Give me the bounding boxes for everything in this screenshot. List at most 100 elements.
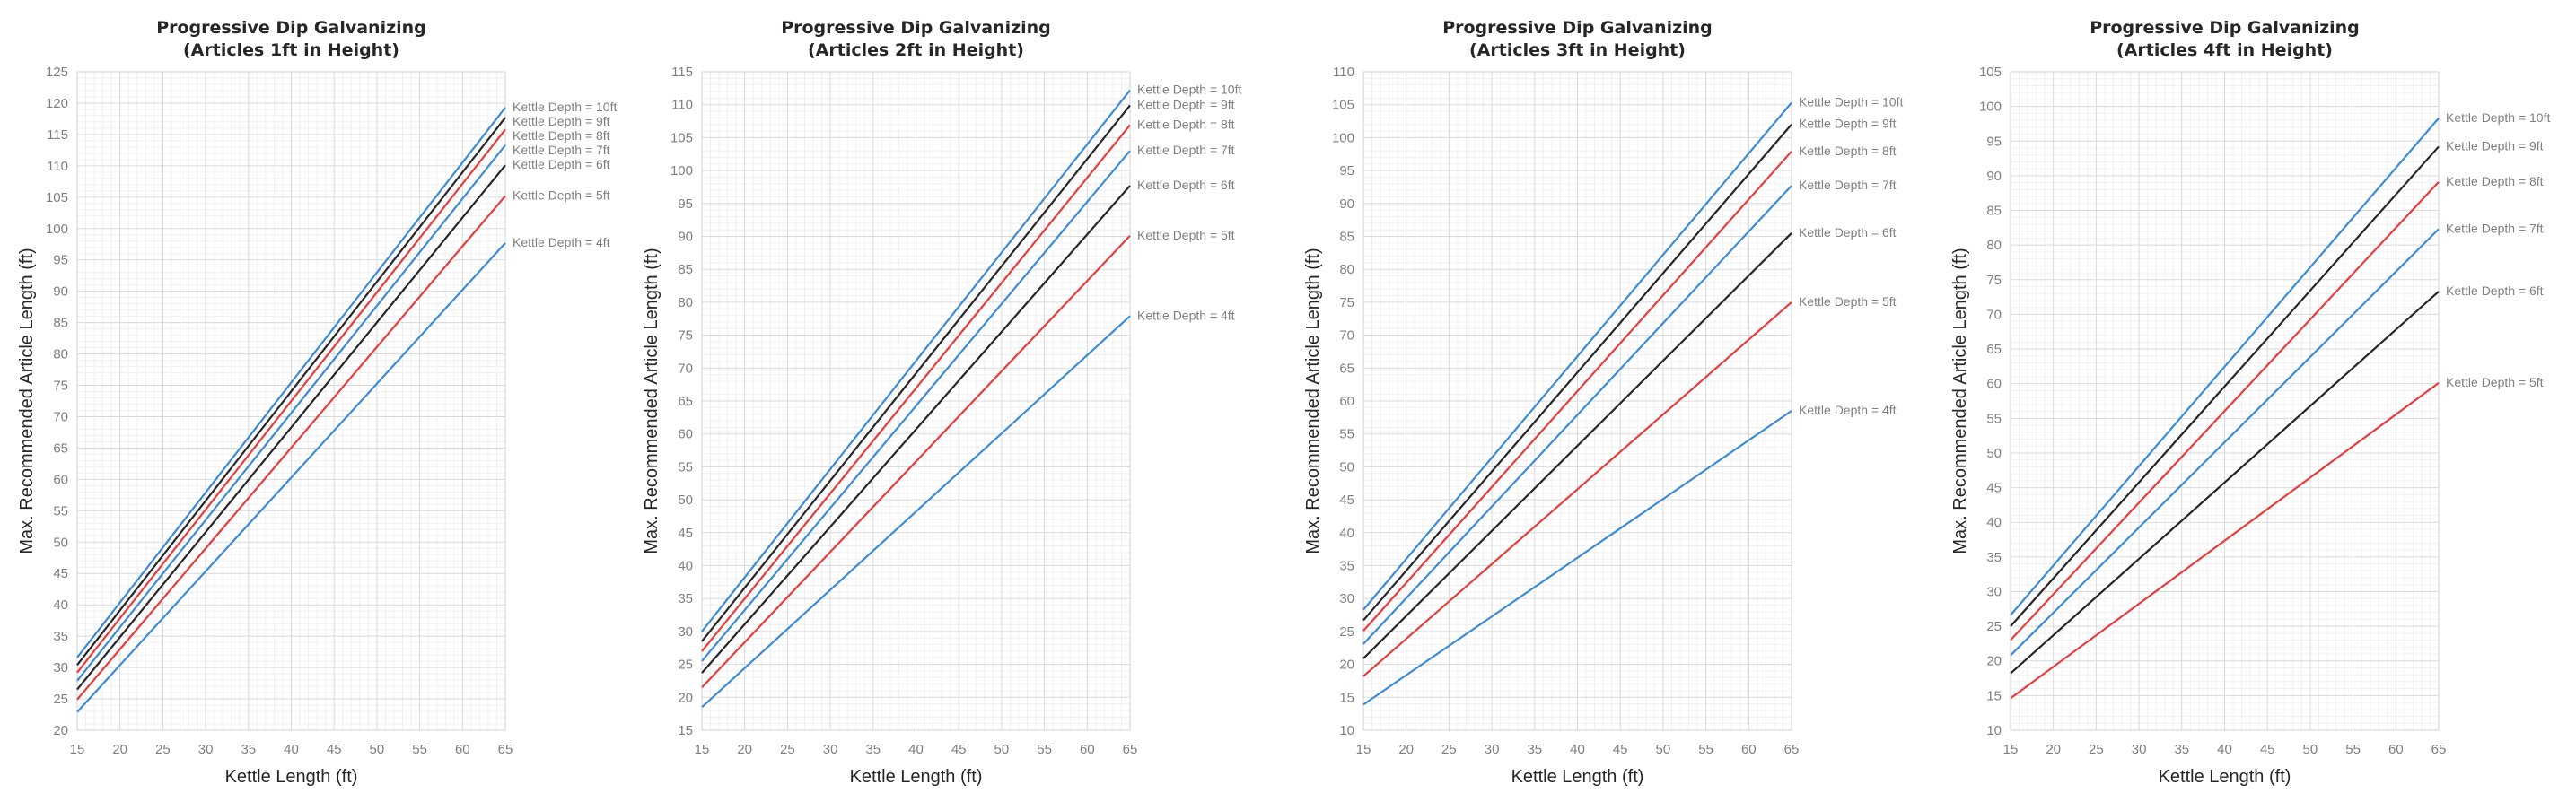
- series-label: Kettle Depth = 7ft: [1799, 178, 1897, 192]
- x-tick-label: 35: [865, 742, 881, 757]
- y-tick-label: 40: [53, 597, 68, 613]
- y-tick-label: 80: [678, 295, 693, 310]
- series-line: [76, 128, 506, 674]
- x-tick-label: 30: [1485, 742, 1500, 757]
- y-tick-label: 30: [53, 660, 68, 676]
- x-tick-label: 55: [1698, 742, 1713, 757]
- y-axis-label: Max. Recommended Article Length (ft): [1303, 248, 1323, 554]
- chart-subtitle: (Articles 4ft in Height): [2116, 40, 2333, 60]
- y-axis-label: Max. Recommended Article Length (ft): [1950, 248, 1970, 554]
- y-tick-label: 55: [53, 503, 68, 519]
- y-tick-label: 75: [1339, 295, 1354, 310]
- series-line: [76, 117, 506, 666]
- y-tick-label: 50: [53, 535, 68, 550]
- chart-subtitle: (Articles 3ft in Height): [1469, 40, 1686, 60]
- x-tick-label: 15: [70, 742, 85, 757]
- x-tick-label: 40: [1570, 742, 1585, 757]
- series-label: Kettle Depth = 8ft: [513, 128, 610, 143]
- x-tick-label: 45: [327, 742, 342, 757]
- x-tick-label: 50: [1656, 742, 1671, 757]
- y-tick-label: 80: [53, 347, 68, 362]
- series-line: [76, 144, 506, 682]
- y-tick-label: 110: [671, 98, 693, 113]
- y-axis-label: Max. Recommended Article Length (ft): [642, 248, 662, 554]
- x-tick-label: 65: [2431, 742, 2447, 757]
- x-tick-label: 65: [1123, 742, 1138, 757]
- series-label: Kettle Depth = 7ft: [1137, 143, 1235, 157]
- y-tick-label: 105: [1979, 65, 2002, 80]
- y-tick-label: 100: [1332, 130, 1354, 145]
- y-tick-label: 25: [678, 658, 693, 673]
- y-tick-label: 115: [671, 65, 693, 80]
- y-axis-label: Max. Recommended Article Length (ft): [17, 248, 37, 554]
- y-tick-label: 85: [53, 316, 68, 331]
- series-line: [701, 124, 1131, 652]
- y-tick-label: 80: [1339, 262, 1354, 277]
- x-tick-label: 45: [951, 742, 967, 757]
- x-tick-label: 55: [1037, 742, 1052, 757]
- plot-area: [701, 71, 1131, 731]
- y-tick-label: 85: [1339, 230, 1354, 245]
- y-tick-label: 60: [1339, 394, 1354, 409]
- series-line: [76, 107, 506, 658]
- x-tick-label: 15: [1356, 742, 1371, 757]
- series-line: [701, 104, 1131, 642]
- y-tick-label: 70: [1986, 307, 2002, 322]
- series-label: Kettle Depth = 5ft: [2446, 375, 2544, 389]
- x-tick-label: 45: [2260, 742, 2275, 757]
- y-tick-label: 65: [53, 440, 68, 456]
- series-label: Kettle Depth = 5ft: [1799, 294, 1897, 309]
- series-label: Kettle Depth = 6ft: [1137, 178, 1235, 192]
- y-tick-label: 35: [1339, 559, 1354, 574]
- series-line: [1362, 410, 1792, 706]
- y-tick-label: 50: [1986, 446, 2002, 461]
- plot-area: [76, 71, 506, 731]
- y-tick-label: 20: [53, 723, 68, 738]
- series-label: Kettle Depth = 4ft: [1137, 308, 1235, 322]
- y-tick-label: 30: [1339, 591, 1354, 606]
- chart-4: 15 20 25 30 35 40 45 50 55 60 65101520253035404550…: [1950, 18, 2550, 787]
- series-line: [1362, 101, 1792, 611]
- series-label: Kettle Depth = 4ft: [513, 235, 610, 249]
- y-tick-label: 25: [1339, 624, 1354, 640]
- series-line: [2010, 228, 2440, 657]
- y-tick-label: 45: [1339, 493, 1354, 508]
- y-tick-label: 90: [53, 284, 68, 300]
- y-tick-label: 35: [53, 629, 68, 644]
- y-tick-label: 95: [53, 253, 68, 268]
- chart-3: 15 20 25 30 35 40 45 50 55 60 65101520253035404550…: [1303, 18, 1903, 787]
- y-tick-label: 15: [1986, 688, 2002, 703]
- chart-2: 15 20 25 30 35 40 45 50 55 60 65 15 20 25 30 35 40 45 50 55…: [642, 18, 1241, 787]
- y-tick-label: 65: [1986, 342, 2002, 357]
- series-label: Kettle Depth = 5ft: [1137, 228, 1235, 242]
- y-tick-label: 125: [46, 65, 68, 80]
- x-tick-label: 50: [2303, 742, 2318, 757]
- y-tick-label: 55: [1986, 411, 2002, 426]
- x-tick-label: 55: [412, 742, 427, 757]
- series-line: [1362, 151, 1792, 632]
- x-tick-label: 60: [2388, 742, 2404, 757]
- x-tick-label: 20: [1398, 742, 1414, 757]
- y-tick-label: 20: [1339, 658, 1354, 673]
- y-tick-label: 85: [678, 262, 693, 277]
- y-tick-label: 20: [1986, 654, 2002, 669]
- y-tick-label: 85: [1986, 204, 2002, 219]
- gridlines: [701, 71, 1131, 731]
- y-tick-label: 105: [1332, 98, 1354, 113]
- x-tick-label: 20: [737, 742, 752, 757]
- y-tick-label: 60: [1986, 377, 2002, 392]
- y-tick-label: 45: [678, 526, 693, 541]
- y-tick-label: 45: [1986, 481, 2002, 496]
- chart-subtitle: (Articles 2ft in Height): [808, 40, 1024, 60]
- y-tick-label: 40: [1986, 515, 2002, 530]
- series-line: [76, 164, 506, 691]
- series-line: [1362, 124, 1792, 622]
- series-line: [701, 235, 1131, 689]
- x-tick-label: 35: [2174, 742, 2189, 757]
- x-tick-label: 25: [2089, 742, 2104, 757]
- chart-title: Progressive Dip Galvanizing: [1442, 18, 1713, 38]
- series-line: [76, 242, 506, 713]
- y-tick-label: 110: [1333, 65, 1354, 80]
- y-tick-label: 40: [1339, 526, 1354, 541]
- series-label: Kettle Depth = 5ft: [513, 187, 610, 202]
